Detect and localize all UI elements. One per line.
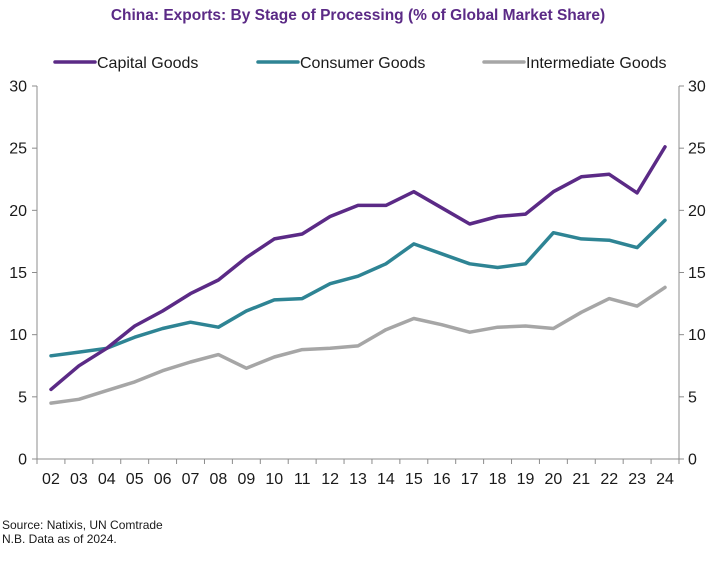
y-tick-label-right: 30	[688, 79, 706, 96]
x-tick-label: 17	[461, 471, 479, 488]
x-tick-label: 15	[405, 471, 423, 488]
x-tick-label: 02	[42, 471, 60, 488]
y-tick-label-left: 20	[9, 203, 27, 220]
y-tick-label-left: 10	[9, 327, 27, 344]
series-lines	[49, 145, 667, 405]
x-tick-label: 06	[154, 471, 172, 488]
y-tick-label-left: 0	[18, 452, 27, 469]
series-line-capital-goods	[49, 145, 667, 392]
y-tick-label-left: 15	[9, 265, 27, 282]
x-tick-label: 03	[70, 471, 88, 488]
x-tick-label: 20	[544, 471, 562, 488]
x-tick-label: 14	[377, 471, 395, 488]
data-note: N.B. Data as of 2024.	[2, 532, 117, 546]
chart-title: China: Exports: By Stage of Processing (…	[111, 7, 605, 24]
source-note: Source: Natixis, UN Comtrade	[2, 518, 163, 532]
x-tick-label: 23	[628, 471, 646, 488]
x-tick-label: 22	[600, 471, 618, 488]
x-tick-label: 16	[433, 471, 451, 488]
x-tick-label: 11	[294, 471, 311, 488]
y-tick-label-left: 25	[9, 141, 27, 158]
series-line-intermediate-goods	[49, 285, 667, 405]
y-tick-label-right: 10	[688, 327, 706, 344]
y-tick-label-right: 25	[688, 141, 706, 158]
series-line-consumer-goods	[49, 218, 667, 358]
legend-label-intermediate-goods: Intermediate Goods	[526, 55, 667, 72]
x-tick-label: 10	[265, 471, 283, 488]
y-tick-label-right: 5	[688, 389, 697, 406]
y-tick-label-left: 30	[9, 79, 27, 96]
x-tick-label: 12	[321, 471, 339, 488]
legend-label-consumer-goods: Consumer Goods	[300, 55, 425, 72]
y-tick-label-right: 0	[688, 452, 697, 469]
x-tick-label: 24	[656, 471, 674, 488]
x-tick-label: 07	[182, 471, 200, 488]
x-tick-label: 04	[98, 471, 116, 488]
y-tick-label-left: 5	[18, 389, 27, 406]
x-tick-label: 21	[572, 471, 590, 488]
x-tick-label: 08	[210, 471, 228, 488]
x-tick-label: 13	[349, 471, 367, 488]
x-tick-label: 09	[237, 471, 255, 488]
legend-label-capital-goods: Capital Goods	[97, 55, 198, 72]
x-tick-label: 05	[126, 471, 144, 488]
y-tick-label-right: 15	[688, 265, 706, 282]
y-tick-label-right: 20	[688, 203, 706, 220]
legend: Capital Goods Consumer Goods Intermediate …	[53, 55, 667, 72]
x-tick-label: 18	[489, 471, 507, 488]
x-tick-label: 19	[517, 471, 535, 488]
